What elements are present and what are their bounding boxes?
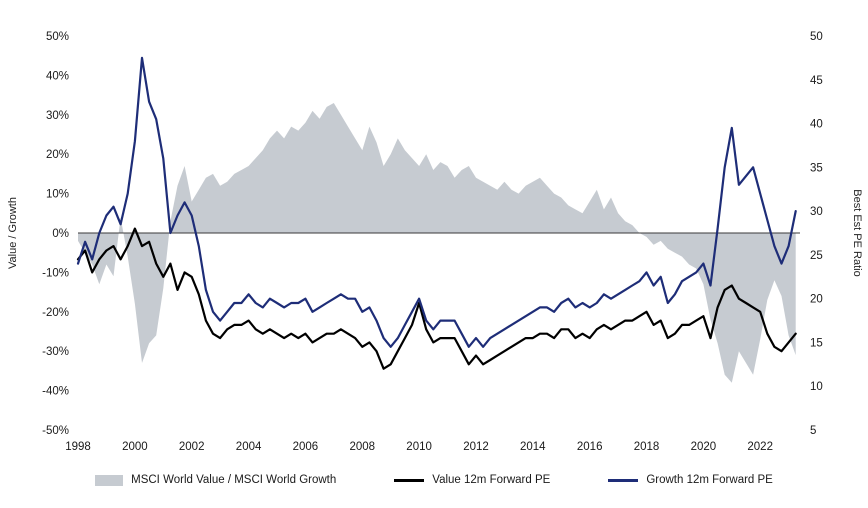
right-axis-tick-label: 25 xyxy=(810,250,823,262)
legend-item-growth-pe: Growth 12m Forward PE xyxy=(608,474,773,486)
value-pe-line xyxy=(76,227,797,370)
x-axis-tick-label: 2008 xyxy=(350,441,376,453)
legend-item-value-pe: Value 12m Forward PE xyxy=(394,474,550,486)
x-axis-tick-label: 2022 xyxy=(747,441,773,453)
x-axis-tick-label: 1998 xyxy=(65,441,91,453)
chart-legend: MSCI World Value / MSCI World Growth Val… xyxy=(0,462,868,498)
x-axis-tick-label: 2002 xyxy=(179,441,205,453)
left-axis-tick-label: -30% xyxy=(42,346,69,358)
x-axis-tick-label: 2020 xyxy=(691,441,717,453)
legend-label-growth-pe: Growth 12m Forward PE xyxy=(646,474,773,486)
left-axis-tick-label: 40% xyxy=(46,70,69,82)
x-axis-tick-label: 2012 xyxy=(463,441,489,453)
left-axis-tick-label: 10% xyxy=(46,189,69,201)
relative-performance-area xyxy=(78,103,796,383)
growth-pe-line xyxy=(76,56,797,348)
right-axis-tick-label: 5 xyxy=(810,425,816,437)
x-axis-tick-label: 2006 xyxy=(293,441,319,453)
legend-item-relative: MSCI World Value / MSCI World Growth xyxy=(95,474,336,486)
x-axis-tick-label: 2014 xyxy=(520,441,546,453)
left-axis-tick-label: -40% xyxy=(42,386,69,398)
right-axis-tick-label: 35 xyxy=(810,162,823,174)
x-axis-tick-label: 2010 xyxy=(406,441,432,453)
right-axis-tick-label: 50 xyxy=(810,31,823,43)
right-axis-tick-label: 20 xyxy=(810,294,823,306)
x-axis-tick-label: 2016 xyxy=(577,441,603,453)
legend-label-relative: MSCI World Value / MSCI World Growth xyxy=(131,474,337,486)
left-axis-title: Value / Growth xyxy=(7,197,19,269)
left-axis-tick-label: -20% xyxy=(42,307,69,319)
left-axis-tick-label: -50% xyxy=(42,425,69,437)
pe-ratio-chart: 50% 40% 30% 20% 10% 0% -10% -20% -30% -40% -50% 50 4… xyxy=(7,31,863,453)
x-axis-tick-label: 2000 xyxy=(122,441,148,453)
right-axis-title: Best Est PE Ratio xyxy=(851,189,863,276)
x-axis-tick-label: 2018 xyxy=(634,441,660,453)
right-axis-tick-label: 15 xyxy=(810,337,823,349)
area-swatch xyxy=(95,474,124,486)
growth-line-swatch xyxy=(608,478,639,482)
right-axis-tick-label: 40 xyxy=(810,119,823,131)
left-axis-tick-label: 0% xyxy=(52,228,69,240)
legend-label-value-pe: Value 12m Forward PE xyxy=(432,474,551,486)
x-axis-tick-label: 2004 xyxy=(236,441,262,453)
value-line-swatch xyxy=(394,478,425,482)
right-axis-tick-label: 45 xyxy=(810,75,823,87)
left-axis-tick-label: 20% xyxy=(46,149,69,161)
left-axis-tick-label: 50% xyxy=(46,31,69,43)
right-axis-tick-label: 10 xyxy=(810,381,823,393)
left-axis-tick-label: 30% xyxy=(46,110,69,122)
left-axis-tick-label: -10% xyxy=(42,267,69,279)
right-axis-tick-label: 30 xyxy=(810,206,823,218)
